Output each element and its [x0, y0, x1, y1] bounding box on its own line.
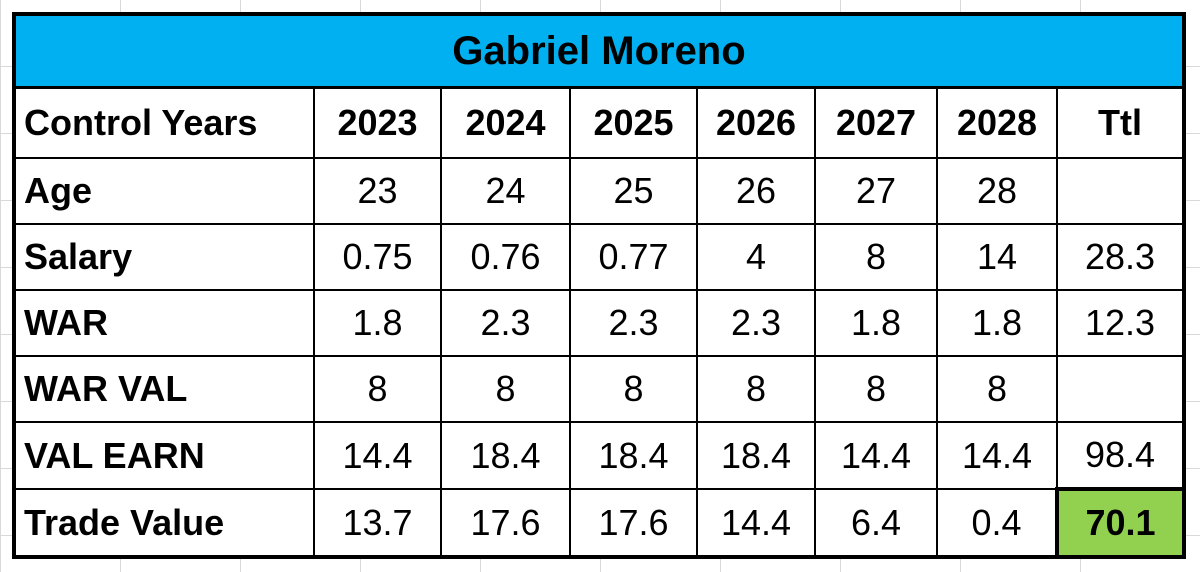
stats-table: Gabriel Moreno Control Years 2023 2024 2025… [12, 12, 1186, 559]
value-cell: 14.4 [313, 421, 442, 490]
row-label: VAL EARN [13, 421, 315, 490]
value-cell: 28.3 [1056, 223, 1185, 291]
row-label: WAR [13, 289, 315, 357]
value-cell: 6.4 [814, 488, 938, 558]
data-row: Salary 0.75 0.76 0.77 4 8 14 28.3 [13, 223, 1185, 291]
row-label: WAR VAL [13, 355, 315, 423]
header-cell: 2028 [936, 86, 1058, 159]
header-cell: Ttl [1056, 86, 1185, 159]
value-cell: 26 [696, 157, 816, 225]
value-cell: 8 [814, 355, 938, 423]
value-cell: 23 [313, 157, 442, 225]
header-cell: 2025 [569, 86, 698, 159]
value-cell: 1.8 [936, 289, 1058, 357]
header-cell: 2024 [440, 86, 571, 159]
value-cell: 2.3 [569, 289, 698, 357]
value-cell: 8 [440, 355, 571, 423]
value-cell: 2.3 [440, 289, 571, 357]
header-cell: 2023 [313, 86, 442, 159]
value-cell: 18.4 [440, 421, 571, 490]
data-row: Trade Value 13.7 17.6 17.6 14.4 6.4 0.4 70.1 [13, 487, 1186, 559]
data-row: Age 23 24 25 26 27 28 [13, 157, 1185, 225]
value-cell: 0.75 [313, 223, 442, 291]
header-row: Control Years 2023 2024 2025 2026 2027 2028 Ttl [13, 86, 1185, 159]
value-cell: 25 [569, 157, 698, 225]
value-cell: 14 [936, 223, 1058, 291]
table-body: Gabriel Moreno Control Years 2023 2024 2025… [13, 13, 1186, 559]
value-cell: 14.4 [936, 421, 1058, 490]
value-cell: 28 [936, 157, 1058, 225]
value-cell: 8 [814, 223, 938, 291]
data-row: VAL EARN 14.4 18.4 18.4 18.4 14.4 14.4 98.4 [13, 421, 1185, 490]
value-cell: 0.76 [440, 223, 571, 291]
value-cell: 27 [814, 157, 938, 225]
value-cell: 8 [936, 355, 1058, 423]
value-cell: 8 [313, 355, 442, 423]
value-cell: 17.6 [569, 488, 698, 558]
empty-cell [1056, 157, 1185, 225]
title-row: Gabriel Moreno [13, 13, 1185, 89]
value-cell: 4 [696, 223, 816, 291]
title: Gabriel Moreno [13, 13, 1185, 89]
value-cell: 98.4 [1056, 421, 1185, 490]
value-cell: 14.4 [696, 488, 816, 558]
value-cell: 18.4 [696, 421, 816, 490]
data-row: WAR 1.8 2.3 2.3 2.3 1.8 1.8 12.3 [13, 289, 1185, 357]
empty-cell [1056, 355, 1185, 423]
value-cell: 70.1 [1055, 487, 1186, 559]
header-label: Control Years [13, 86, 315, 159]
header-cell: 2026 [696, 86, 816, 159]
value-cell: 2.3 [696, 289, 816, 357]
value-cell: 14.4 [814, 421, 938, 490]
value-cell: 0.77 [569, 223, 698, 291]
value-cell: 8 [696, 355, 816, 423]
value-cell: 1.8 [814, 289, 938, 357]
row-label: Trade Value [13, 488, 315, 558]
value-cell: 18.4 [569, 421, 698, 490]
value-cell: 24 [440, 157, 571, 225]
data-row: WAR VAL 8 8 8 8 8 8 [13, 355, 1185, 423]
value-cell: 8 [569, 355, 698, 423]
value-cell: 1.8 [313, 289, 442, 357]
row-label: Age [13, 157, 315, 225]
value-cell: 17.6 [440, 488, 571, 558]
value-cell: 12.3 [1056, 289, 1185, 357]
value-cell: 13.7 [313, 488, 442, 558]
value-cell: 0.4 [936, 488, 1058, 558]
row-label: Salary [13, 223, 315, 291]
header-cell: 2027 [814, 86, 938, 159]
